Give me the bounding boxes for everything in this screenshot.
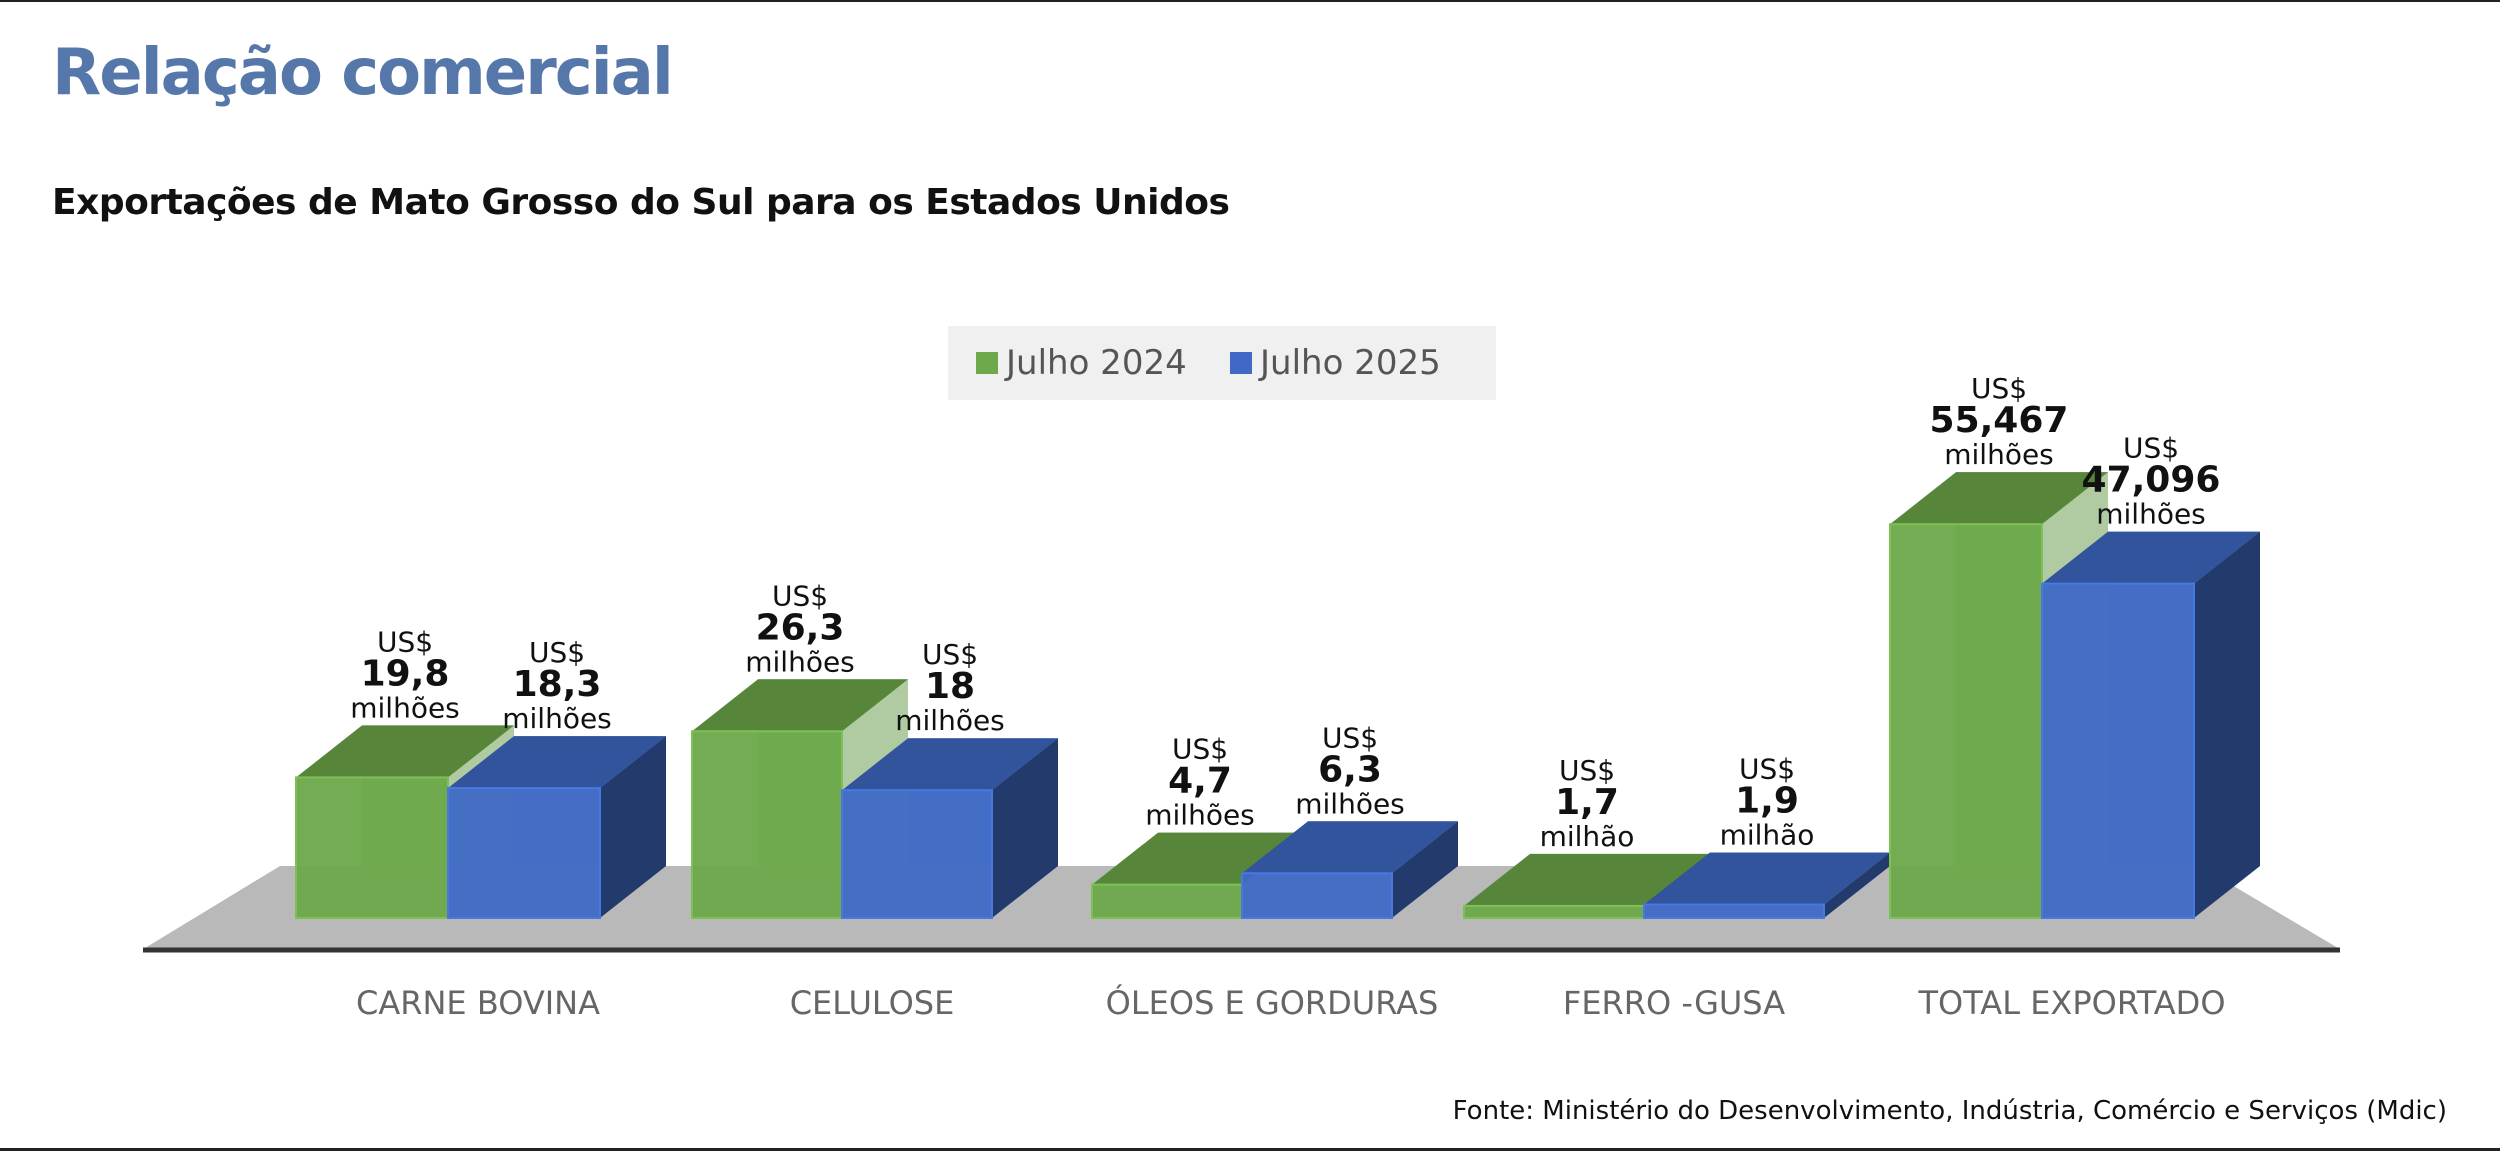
bar-s0-c3-top bbox=[1464, 853, 1710, 906]
bar-s0-c3 bbox=[1464, 905, 1644, 918]
value-label-s0-c3-value: 1,7 bbox=[1555, 782, 1619, 823]
chart-subtitle: Exportações de Mato Grosso do Sul para o… bbox=[52, 182, 1230, 223]
value-label-s0-c1-unit: milhões bbox=[745, 645, 855, 678]
value-label-s1-c0-value: 18,3 bbox=[513, 664, 602, 705]
bar-s1-c0-edge bbox=[447, 787, 601, 919]
bar-s1-c3-side bbox=[1824, 852, 1890, 918]
bar-s1-c4-edge bbox=[2041, 582, 2195, 919]
value-label-s0-c0-prefix: US$ bbox=[377, 625, 433, 658]
bar-s1-c1-top bbox=[842, 738, 1058, 791]
bar-s1-c1 bbox=[842, 790, 992, 918]
bar-s0-c1-top bbox=[692, 679, 908, 732]
value-label-s0-c2-value: 4,7 bbox=[1168, 761, 1232, 802]
bar-s1-c4 bbox=[2042, 583, 2194, 918]
legend-label-2024: Julho 2024 bbox=[1006, 343, 1187, 383]
legend-item-2025: Julho 2025 bbox=[1230, 326, 1441, 400]
bar-s0-c0 bbox=[296, 777, 448, 918]
legend-swatch-2024 bbox=[976, 352, 998, 374]
bar-s1-c2-edge bbox=[1241, 872, 1393, 920]
value-label-s0-c0-unit: milhões bbox=[350, 691, 460, 724]
value-label-s1-c1-unit: milhões bbox=[895, 704, 1005, 737]
value-label-s1-c0-prefix: US$ bbox=[529, 636, 585, 669]
value-label-s1-c4-unit: milhões bbox=[2096, 498, 2206, 531]
bar-s1-c3-top bbox=[1644, 852, 1890, 905]
value-label-s1-c3-value: 1,9 bbox=[1735, 781, 1799, 822]
category-label-1: CELULOSE bbox=[790, 984, 955, 1022]
bar-s1-c2 bbox=[1242, 873, 1392, 918]
value-label-s1-c2-prefix: US$ bbox=[1322, 721, 1378, 754]
value-label-s1-c4-prefix: US$ bbox=[2123, 432, 2179, 465]
value-label-s0-c3-unit: milhão bbox=[1540, 820, 1635, 853]
bar-s1-c0-side bbox=[600, 736, 666, 918]
value-label-s1-c2-unit: milhões bbox=[1295, 787, 1405, 820]
value-label-s0-c4-unit: milhões bbox=[1944, 438, 2054, 471]
legend-swatch-2025 bbox=[1230, 352, 1252, 374]
bar-s1-c4-side bbox=[2194, 531, 2260, 918]
bar-s1-c3-edge bbox=[1643, 903, 1825, 920]
category-label-0: CARNE BOVINA bbox=[356, 984, 600, 1022]
bar-s0-c1 bbox=[692, 731, 842, 918]
value-label-s0-c1-prefix: US$ bbox=[772, 579, 828, 612]
bar-s0-c0-top bbox=[296, 725, 514, 778]
bar-s1-c0 bbox=[448, 788, 600, 918]
bar-s1-c2-top bbox=[1242, 821, 1458, 874]
bar-s0-c2 bbox=[1092, 884, 1242, 918]
value-label-s0-c2-unit: milhões bbox=[1145, 799, 1255, 832]
page-title: Relação comercial bbox=[52, 36, 674, 110]
value-label-s1-c0-unit: milhões bbox=[502, 702, 612, 735]
bar-s1-c0-top bbox=[448, 736, 666, 789]
bar-s0-c4 bbox=[1890, 524, 2042, 918]
bar-s1-c1-side bbox=[992, 738, 1058, 918]
legend-label-2025: Julho 2025 bbox=[1260, 343, 1441, 383]
bottom-rule bbox=[0, 1148, 2500, 1151]
value-label-s0-c1-value: 26,3 bbox=[756, 607, 845, 648]
value-label-s0-c4-prefix: US$ bbox=[1971, 372, 2027, 405]
value-label-s1-c1-prefix: US$ bbox=[922, 638, 978, 671]
bar-s1-c1-edge bbox=[841, 789, 993, 920]
value-label-s1-c2-value: 6,3 bbox=[1318, 749, 1382, 790]
bar-s0-c4-top bbox=[1890, 472, 2108, 525]
category-label-2: ÓLEOS E GORDURAS bbox=[1106, 983, 1439, 1022]
bar-s1-c2-side bbox=[1392, 821, 1458, 918]
top-rule bbox=[0, 0, 2500, 2]
category-label-3: FERRO -GUSA bbox=[1563, 984, 1785, 1022]
value-label-s1-c4-value: 47,096 bbox=[2082, 460, 2221, 501]
chart-legend: Julho 2024 Julho 2025 bbox=[948, 326, 1496, 400]
bar-s1-c3 bbox=[1644, 904, 1824, 918]
value-label-s1-c3-unit: milhão bbox=[1720, 819, 1815, 852]
legend-item-2024: Julho 2024 bbox=[976, 326, 1187, 400]
value-label-s0-c2-prefix: US$ bbox=[1172, 733, 1228, 766]
source-note: Fonte: Ministério do Desenvolvimento, In… bbox=[1452, 1096, 2447, 1126]
value-label-s1-c3-prefix: US$ bbox=[1739, 753, 1795, 786]
bar-s1-c4-top bbox=[2042, 531, 2260, 584]
category-label-4: TOTAL EXPORTADO bbox=[1918, 984, 2226, 1022]
value-label-s0-c4-value: 55,467 bbox=[1930, 400, 2069, 441]
value-label-s0-c3-prefix: US$ bbox=[1559, 754, 1615, 787]
value-label-s1-c1-value: 18 bbox=[925, 666, 975, 707]
value-label-s0-c0-value: 19,8 bbox=[361, 653, 450, 694]
